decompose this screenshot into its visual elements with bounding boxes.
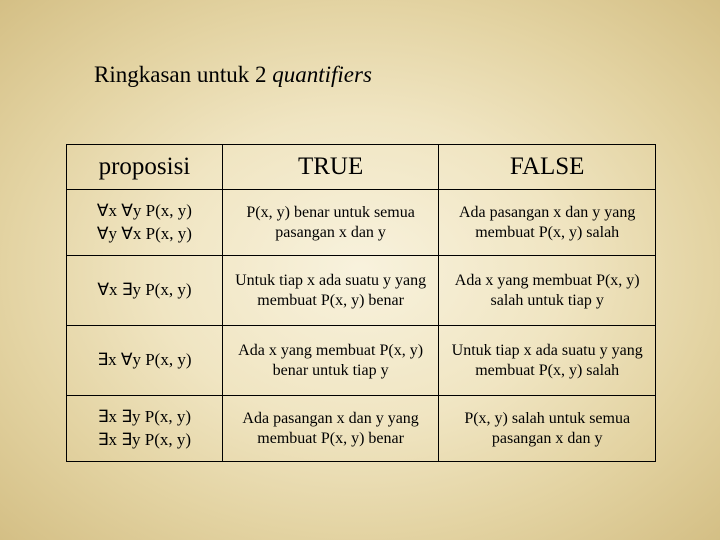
- true-cell: Ada x yang membuat P(x, y) benar untuk t…: [222, 326, 439, 396]
- true-cell: Ada pasangan x dan y yang membuat P(x, y…: [222, 396, 439, 462]
- header-proposisi: proposisi: [67, 145, 223, 190]
- prop-line: ∃x ∃y P(x, y): [73, 429, 216, 452]
- table-row: ∀x ∃y P(x, y) Untuk tiap x ada suatu y y…: [67, 256, 656, 326]
- page-title: Ringkasan untuk 2 quantifiers: [94, 62, 372, 88]
- table-row: ∀x ∀y P(x, y) ∀y ∀x P(x, y) P(x, y) bena…: [67, 190, 656, 256]
- true-cell: Untuk tiap x ada suatu y yang membuat P(…: [222, 256, 439, 326]
- table-header-row: proposisi TRUE FALSE: [67, 145, 656, 190]
- quantifiers-table: proposisi TRUE FALSE ∀x ∀y P(x, y) ∀y ∀x…: [66, 144, 656, 462]
- false-cell: Ada x yang membuat P(x, y) salah untuk t…: [439, 256, 656, 326]
- header-false: FALSE: [439, 145, 656, 190]
- header-true: TRUE: [222, 145, 439, 190]
- table-row: ∃x ∀y P(x, y) Ada x yang membuat P(x, y)…: [67, 326, 656, 396]
- true-cell: P(x, y) benar untuk semua pasangan x dan…: [222, 190, 439, 256]
- title-italic: quantifiers: [272, 62, 372, 87]
- table-row: ∃x ∃y P(x, y) ∃x ∃y P(x, y) Ada pasangan…: [67, 396, 656, 462]
- false-cell: P(x, y) salah untuk semua pasangan x dan…: [439, 396, 656, 462]
- proposition-cell: ∃x ∀y P(x, y): [67, 326, 223, 396]
- prop-line: ∀y ∀x P(x, y): [73, 223, 216, 246]
- title-text: Ringkasan untuk 2: [94, 62, 272, 87]
- proposition-cell: ∀x ∃y P(x, y): [67, 256, 223, 326]
- proposition-cell: ∃x ∃y P(x, y) ∃x ∃y P(x, y): [67, 396, 223, 462]
- false-cell: Untuk tiap x ada suatu y yang membuat P(…: [439, 326, 656, 396]
- proposition-cell: ∀x ∀y P(x, y) ∀y ∀x P(x, y): [67, 190, 223, 256]
- prop-line: ∀x ∀y P(x, y): [73, 200, 216, 223]
- prop-line: ∃x ∃y P(x, y): [73, 406, 216, 429]
- false-cell: Ada pasangan x dan y yang membuat P(x, y…: [439, 190, 656, 256]
